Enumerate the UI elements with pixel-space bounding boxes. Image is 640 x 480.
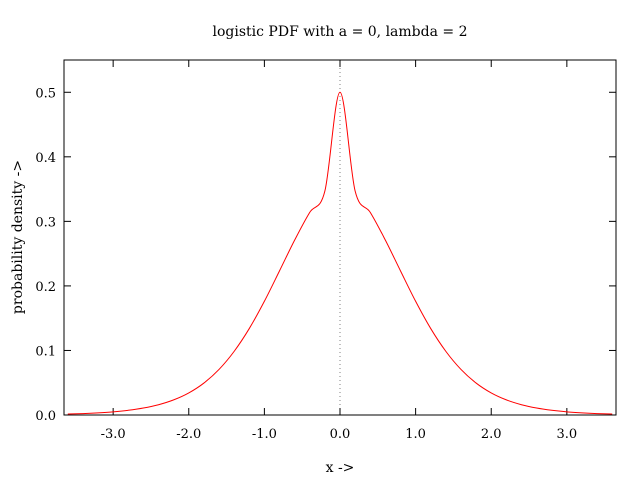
y-tick-label: 0.4 xyxy=(35,151,56,166)
y-axis-ticks: 0.0 0.1 0.2 0.3 0.4 0.5 xyxy=(35,86,616,424)
y-tick-label: 0.1 xyxy=(35,344,56,359)
y-tick-label: 0.3 xyxy=(35,215,56,230)
y-tick-label: 0.5 xyxy=(35,86,56,101)
x-tick-label: -1.0 xyxy=(252,427,277,442)
x-axis-ticks: -3.0 -2.0 -1.0 0.0 1.0 2.0 3.0 xyxy=(101,60,578,442)
y-tick-label: 0.2 xyxy=(35,280,56,295)
x-axis-label: x -> xyxy=(326,460,355,476)
chart-title: logistic PDF with a = 0, lambda = 2 xyxy=(213,24,468,40)
x-tick-label: 1.0 xyxy=(405,427,426,442)
series-line xyxy=(67,91,613,415)
x-tick-label: 0.0 xyxy=(330,427,351,442)
y-axis-label: probability density -> xyxy=(10,160,26,314)
x-tick-label: 3.0 xyxy=(557,427,578,442)
x-tick-label: 2.0 xyxy=(481,427,502,442)
x-tick-label: -2.0 xyxy=(176,427,201,442)
y-tick-label: 0.0 xyxy=(35,409,56,424)
x-tick-label: -3.0 xyxy=(101,427,126,442)
